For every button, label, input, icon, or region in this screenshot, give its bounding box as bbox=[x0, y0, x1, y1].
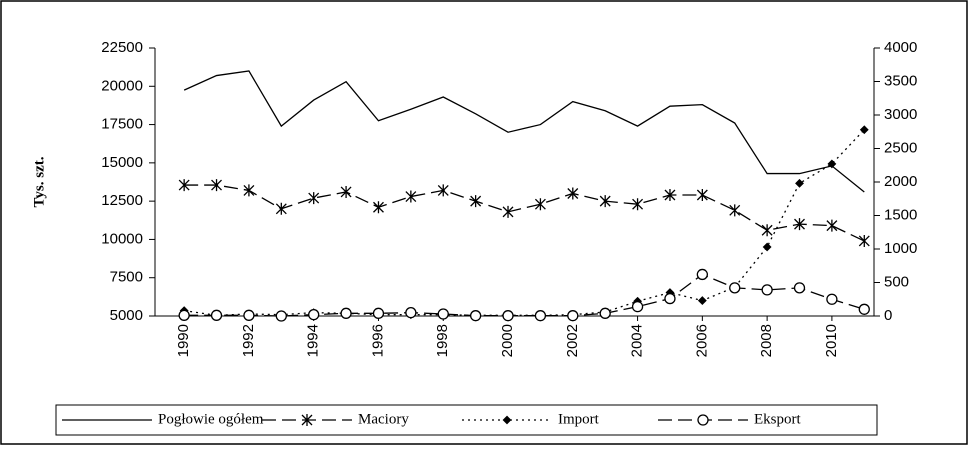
legend-marker bbox=[502, 415, 512, 425]
point bbox=[405, 190, 417, 203]
point bbox=[729, 282, 741, 294]
point bbox=[308, 309, 320, 321]
y2-tick-label: 1000 bbox=[884, 240, 917, 257]
point bbox=[762, 242, 772, 252]
y2-tick-label: 4000 bbox=[884, 39, 917, 56]
point bbox=[794, 218, 805, 231]
y2-tick-label: 2000 bbox=[884, 173, 917, 190]
legend-marker bbox=[697, 414, 709, 426]
y2-tick-label: 500 bbox=[884, 273, 909, 290]
point bbox=[469, 310, 482, 322]
point bbox=[243, 309, 255, 321]
point bbox=[340, 307, 352, 319]
point bbox=[664, 189, 676, 202]
point bbox=[534, 310, 547, 322]
point bbox=[858, 303, 870, 315]
point bbox=[859, 125, 869, 135]
legend-label: Eksport bbox=[754, 411, 801, 427]
point bbox=[567, 187, 579, 200]
point bbox=[632, 198, 644, 211]
point bbox=[502, 415, 512, 425]
point bbox=[599, 307, 611, 319]
x-tick-label: 2000 bbox=[499, 324, 516, 357]
legend-label: Import bbox=[558, 411, 600, 427]
point bbox=[631, 300, 644, 313]
point bbox=[437, 184, 449, 197]
point bbox=[664, 292, 676, 305]
point bbox=[567, 310, 579, 322]
legend-box bbox=[55, 404, 878, 436]
point bbox=[340, 185, 352, 198]
legend-label: Pogłowie ogółem bbox=[158, 411, 264, 427]
y-tick-label: 17500 bbox=[101, 116, 143, 133]
x-tick-label: 1996 bbox=[369, 324, 386, 357]
point bbox=[405, 306, 417, 319]
series-line bbox=[184, 273, 865, 317]
y2-tick-label: 0 bbox=[884, 307, 892, 324]
y-tick-label: 15000 bbox=[101, 154, 143, 171]
y-axis-title: Tys. szt. bbox=[31, 156, 47, 207]
x-tick-label: 2002 bbox=[564, 324, 581, 357]
point bbox=[178, 179, 190, 192]
point bbox=[372, 307, 385, 319]
series-line bbox=[183, 70, 865, 193]
x-tick-label: 2008 bbox=[758, 324, 775, 357]
point bbox=[761, 224, 773, 237]
y2-tick-label: 1500 bbox=[884, 206, 917, 223]
point bbox=[502, 310, 514, 322]
point bbox=[211, 179, 222, 192]
point bbox=[301, 414, 313, 426]
x-tick-label: 2010 bbox=[823, 324, 840, 357]
point bbox=[793, 282, 806, 294]
y-tick-label: 5000 bbox=[110, 307, 143, 324]
point bbox=[243, 184, 255, 197]
point bbox=[858, 234, 870, 247]
series-line bbox=[184, 129, 865, 316]
point bbox=[178, 309, 190, 321]
point bbox=[373, 201, 384, 214]
x-tick-label: 1992 bbox=[240, 324, 257, 357]
y-tick-label: 12500 bbox=[101, 192, 143, 209]
y2-tick-label: 2500 bbox=[884, 139, 917, 156]
point bbox=[827, 159, 837, 169]
point bbox=[534, 198, 546, 211]
point bbox=[697, 414, 709, 426]
y-tick-label: 10000 bbox=[101, 230, 143, 247]
point bbox=[761, 284, 773, 296]
y2-tick-label: 3500 bbox=[884, 72, 917, 89]
x-tick-label: 1994 bbox=[305, 324, 322, 357]
point bbox=[826, 293, 838, 305]
y-tick-label: 20000 bbox=[101, 77, 143, 94]
point bbox=[210, 309, 223, 321]
point bbox=[470, 195, 482, 208]
point bbox=[697, 296, 707, 306]
point bbox=[795, 178, 804, 188]
point bbox=[308, 192, 320, 205]
point bbox=[502, 205, 514, 218]
point bbox=[696, 268, 708, 281]
legend-label: Maciory bbox=[358, 411, 409, 427]
y-tick-label: 22500 bbox=[101, 39, 143, 56]
y-tick-label: 7500 bbox=[110, 269, 143, 286]
legend-marker bbox=[301, 414, 313, 426]
point bbox=[826, 219, 838, 232]
point bbox=[275, 202, 287, 215]
point bbox=[599, 195, 611, 208]
point bbox=[437, 308, 449, 320]
x-tick-label: 1990 bbox=[175, 324, 192, 357]
x-tick-label: 2006 bbox=[693, 324, 710, 357]
point bbox=[729, 204, 741, 217]
x-tick-label: 2004 bbox=[629, 324, 646, 357]
x-tick-label: 1998 bbox=[434, 324, 451, 357]
y2-tick-label: 3000 bbox=[884, 106, 917, 123]
point bbox=[696, 189, 708, 202]
point bbox=[275, 310, 287, 322]
